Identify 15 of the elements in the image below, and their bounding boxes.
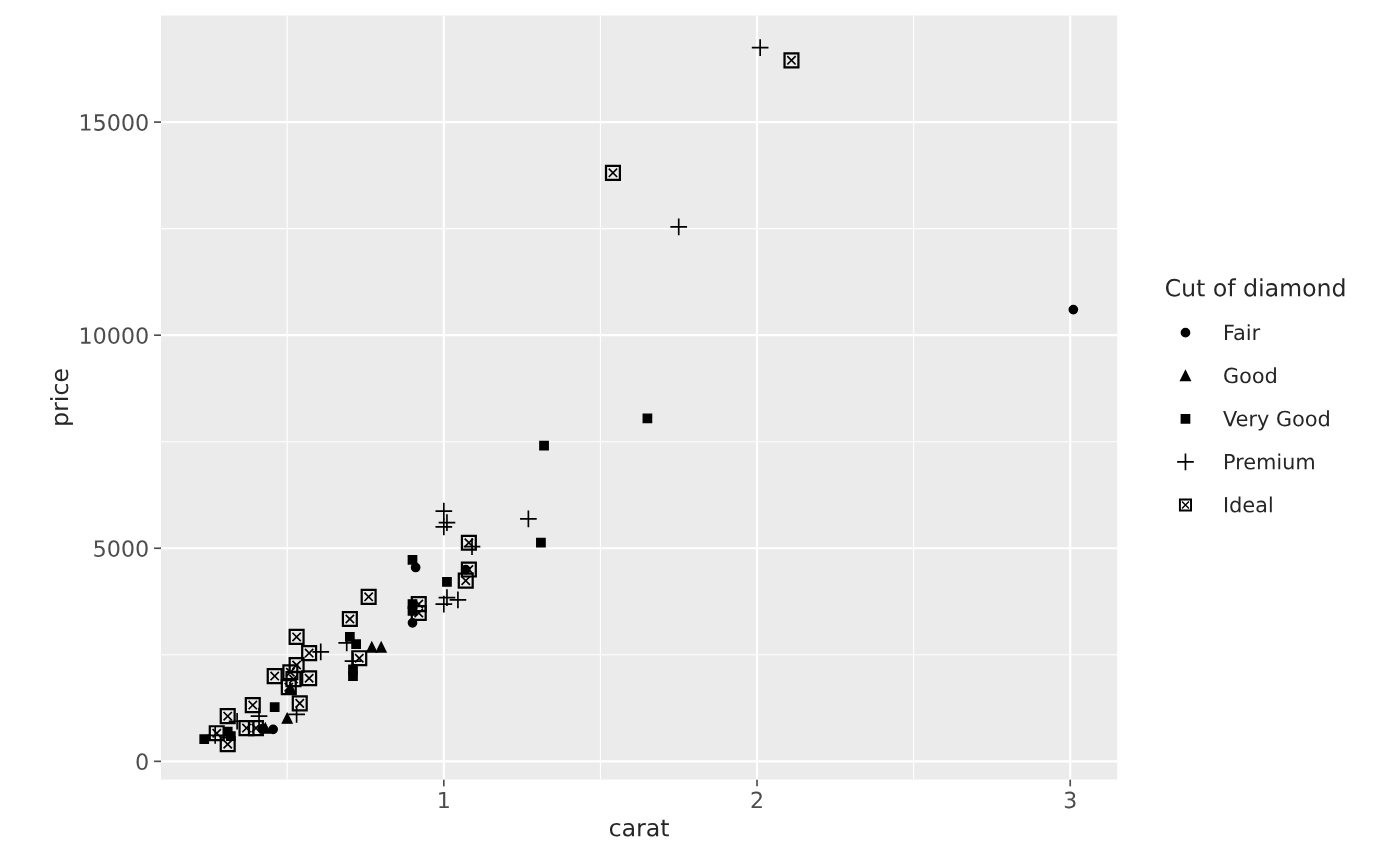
x-tick-label: 3	[1064, 791, 1076, 809]
legend-label: Very Good	[1223, 410, 1329, 431]
legend-label: Premium	[1225, 453, 1314, 470]
legend-label: Good	[1224, 367, 1276, 384]
legend-label: Fair	[1225, 324, 1261, 341]
y-tick-label: 15000	[80, 114, 148, 131]
legend-title: Cut of diamond	[1165, 278, 1345, 297]
x-tick-label: 1	[439, 791, 449, 809]
y-tick-label: 5000	[94, 540, 148, 558]
legend-label: Ideal	[1225, 496, 1272, 513]
x-tick-label: 2	[751, 791, 762, 809]
x-axis-title: carat	[609, 819, 669, 837]
y-tick-label: 10000	[80, 327, 148, 344]
y-axis-title: price	[50, 369, 73, 425]
y-tick-label: 0	[136, 753, 148, 771]
